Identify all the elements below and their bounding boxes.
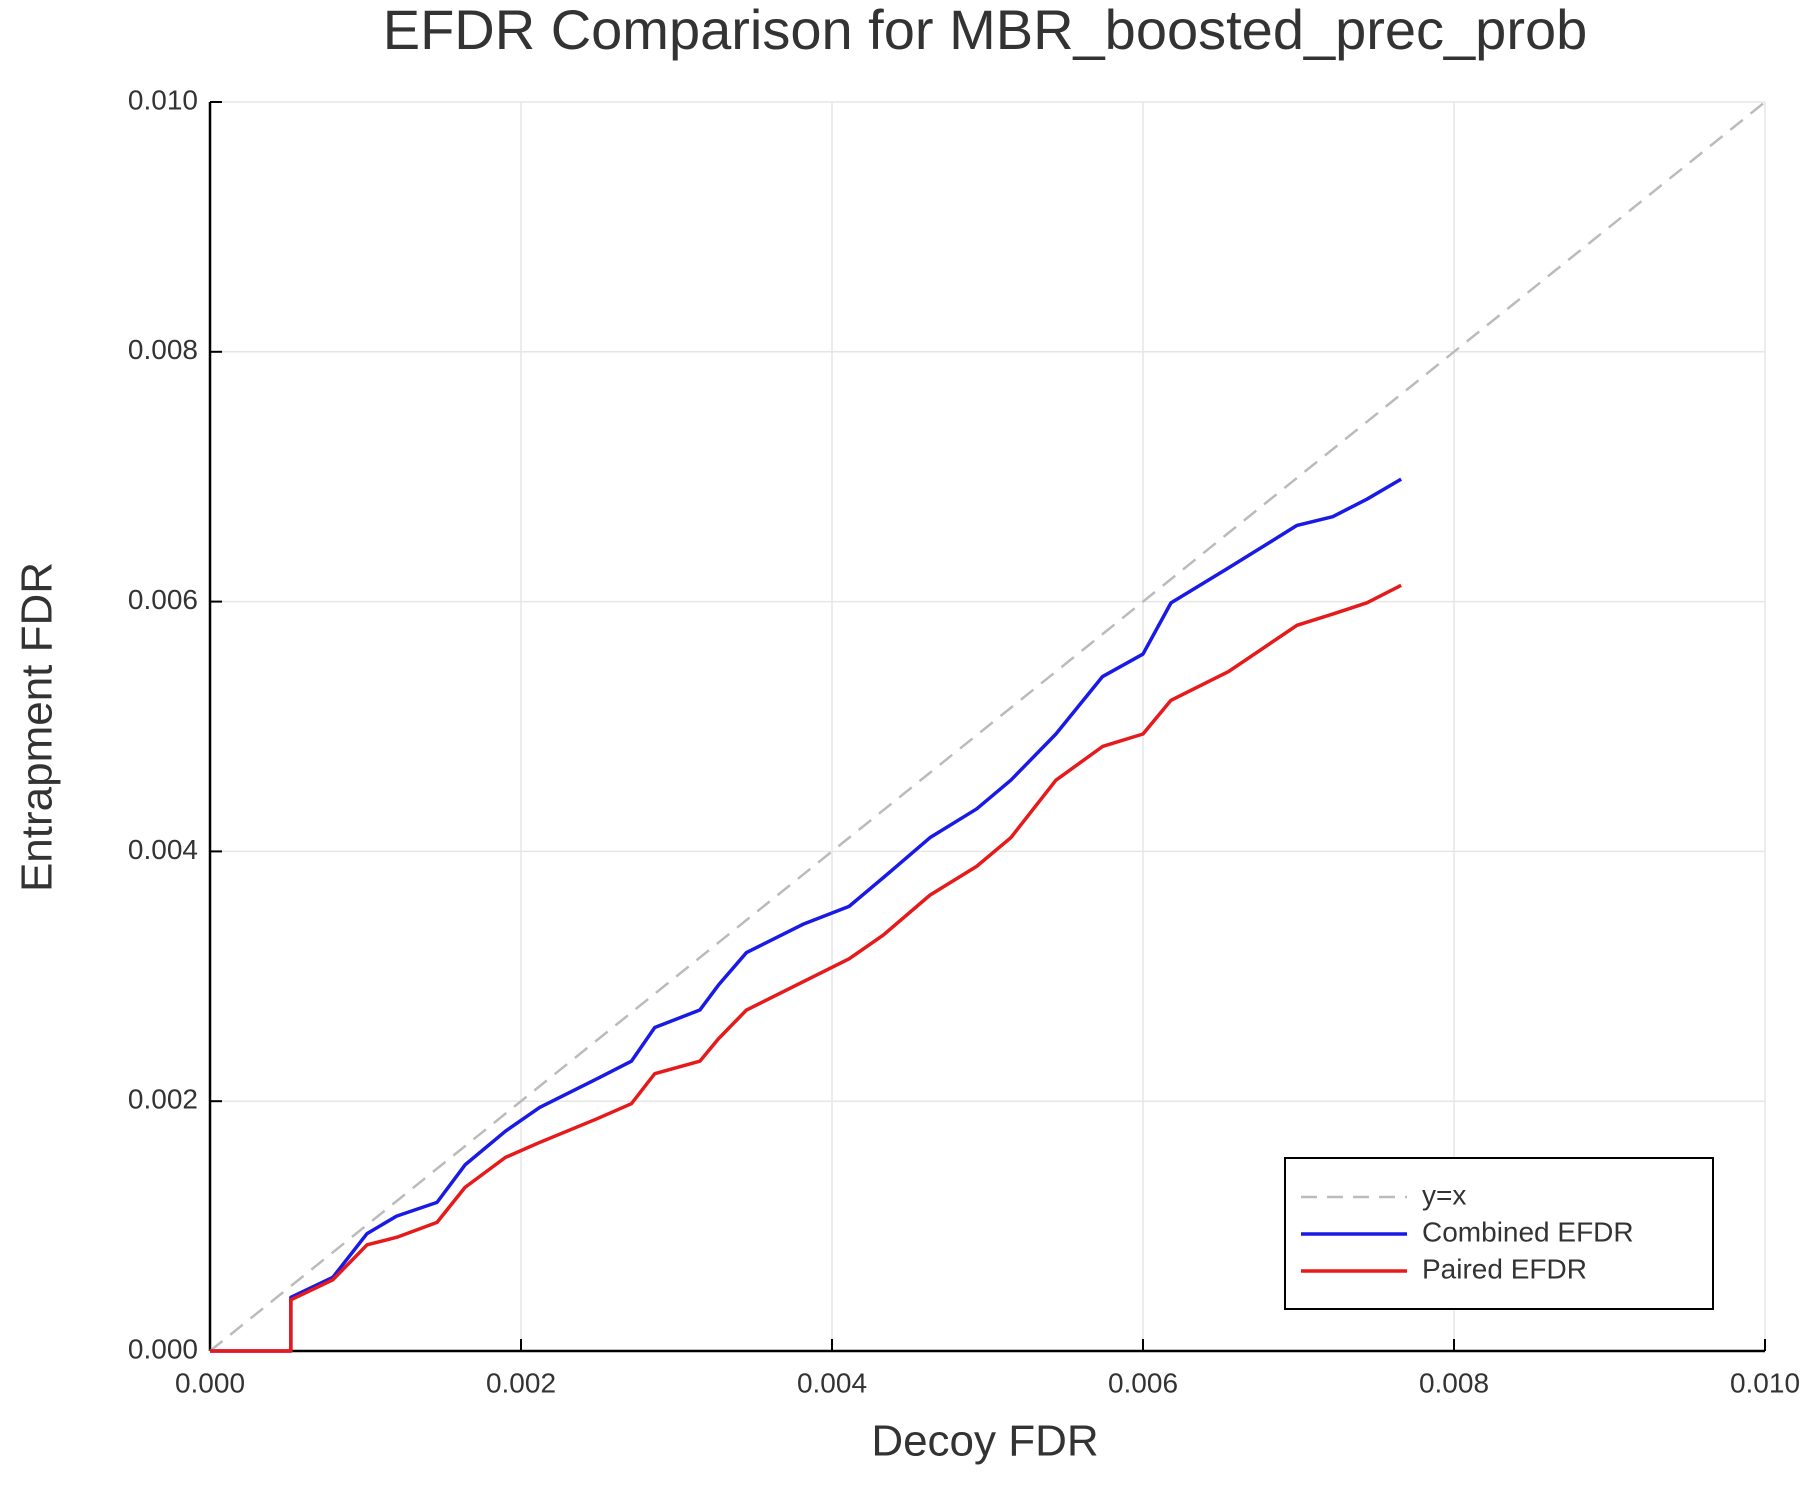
chart-title: EFDR Comparison for MBR_boosted_prec_pro…: [383, 0, 1588, 61]
series-line: [210, 477, 1403, 1353]
x-axis-label: Decoy FDR: [871, 1417, 1098, 1466]
y-tick-label: 0.006: [128, 584, 198, 615]
y-tick-label: 0.002: [128, 1084, 198, 1115]
x-tick-label: 0.010: [1730, 1367, 1800, 1398]
y-axis-label: Entrapment FDR: [13, 562, 62, 892]
y-tick-label: 0.000: [128, 1333, 198, 1364]
x-tick-label: 0.004: [797, 1367, 867, 1398]
series-line: [210, 583, 1402, 1353]
y-tick-label: 0.008: [128, 334, 198, 365]
x-tick-label: 0.006: [1108, 1367, 1178, 1398]
legend-label: Paired EFDR: [1422, 1253, 1587, 1284]
x-tick-label: 0.000: [175, 1367, 245, 1398]
y-tick-label: 0.010: [128, 84, 198, 115]
legend-label: Combined EFDR: [1422, 1216, 1634, 1247]
y-tick-label: 0.004: [128, 834, 198, 865]
x-tick-label: 0.008: [1419, 1367, 1489, 1398]
x-tick-label: 0.002: [486, 1367, 556, 1398]
legend-label: y=x: [1422, 1179, 1466, 1210]
series-line: [209, 101, 1766, 1352]
